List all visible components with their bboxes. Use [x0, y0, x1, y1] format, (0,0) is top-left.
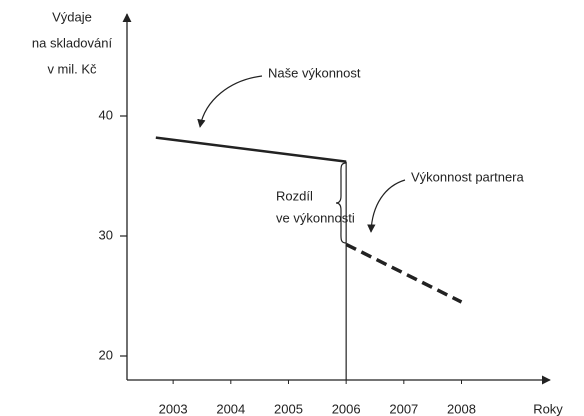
x-tick-label: 2005	[274, 401, 303, 416]
annotation: ve výkonnosti	[276, 210, 355, 225]
y-tick-label: 20	[99, 347, 113, 362]
annotation-arrow	[367, 179, 406, 233]
series-line	[345, 242, 463, 304]
brace	[335, 162, 347, 244]
series-line	[155, 136, 347, 163]
x-tick-label: 2006	[332, 401, 361, 416]
y-tick-label: 40	[99, 107, 113, 122]
x-tick-label: 2004	[216, 401, 245, 416]
y-tick-label: 30	[99, 227, 113, 242]
series-annotation: Naše výkonnost	[268, 65, 361, 80]
y-axis-label: Výdaje	[52, 9, 92, 24]
x-tick-label: 2003	[159, 401, 188, 416]
x-axis-label: Roky	[533, 401, 563, 416]
annotation: Rozdíl	[276, 188, 313, 203]
series-annotation: Výkonnost partnera	[411, 169, 525, 184]
annotation-arrow	[197, 75, 263, 128]
y-axis-label: v mil. Kč	[47, 61, 97, 76]
x-tick-label: 2007	[389, 401, 418, 416]
x-tick-label: 2008	[447, 401, 476, 416]
y-axis-label: na skladování	[32, 35, 113, 50]
